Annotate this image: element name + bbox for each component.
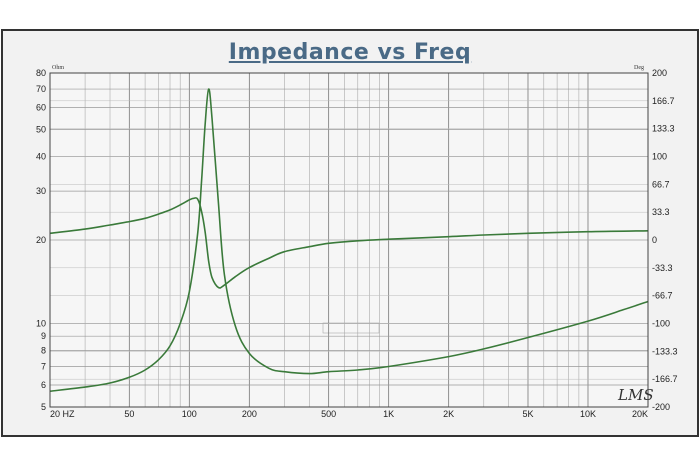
y-right-tick-label: -33.3 <box>652 263 673 273</box>
y-right-tick-label: 200 <box>652 68 667 78</box>
series-layer <box>49 88 649 392</box>
lms-watermark: LMS <box>617 386 654 404</box>
x-tick-label: 500 <box>321 409 336 419</box>
x-tick-label: 1K <box>383 409 394 419</box>
x-tick-label: 5K <box>522 409 533 419</box>
y-left-tick-label: 9 <box>41 331 46 341</box>
y-left-tick-label: 8 <box>41 345 46 355</box>
x-tick-label: 20 HZ <box>50 409 75 419</box>
y-right-tick-label: -166.7 <box>652 374 678 384</box>
legend-placeholder <box>322 322 380 334</box>
y-left-tick-label: 30 <box>36 186 46 196</box>
grid-lines <box>50 73 648 407</box>
y-left-tick-label: 20 <box>36 235 46 245</box>
y-right-tick-label: 33.3 <box>652 207 670 217</box>
right-axis-unit: Deg <box>634 65 644 71</box>
y-left-tick-label: 10 <box>36 319 46 329</box>
chart-title: Impedance vs Freq <box>228 40 472 65</box>
y-left-tick-label: 50 <box>36 125 46 135</box>
x-tick-label: 100 <box>182 409 197 419</box>
phase-curve <box>49 197 649 289</box>
impedance-curve <box>49 88 649 392</box>
y-left-tick-label: 40 <box>36 152 46 162</box>
x-tick-label: 50 <box>124 409 134 419</box>
plot-border <box>49 72 649 408</box>
y-left-tick-label: 7 <box>41 361 46 371</box>
x-tick-label: 2K <box>443 409 454 419</box>
y-left-tick-label: 60 <box>36 103 46 113</box>
x-tick-label: 20K <box>632 409 648 419</box>
left-axis-unit: Ohm <box>52 65 64 71</box>
y-left-tick-label: 5 <box>41 402 46 412</box>
y-right-tick-label: -200 <box>652 402 670 412</box>
tick-labels: 20 HZ 50 100 200 500 1K 2K 5K 10K 20K567891020304… <box>36 68 678 419</box>
y-right-tick-label: -66.7 <box>652 291 673 301</box>
x-tick-label: 10K <box>580 409 596 419</box>
y-right-tick-label: -133.3 <box>652 346 678 356</box>
y-right-tick-label: 0 <box>652 235 657 245</box>
y-right-tick-label: 133.3 <box>652 124 675 134</box>
y-right-tick-label: -100 <box>652 319 670 329</box>
y-left-tick-label: 70 <box>36 84 46 94</box>
y-right-tick-label: 100 <box>652 152 667 162</box>
y-left-tick-label: 6 <box>41 380 46 390</box>
x-tick-label: 200 <box>242 409 257 419</box>
y-right-tick-label: 66.7 <box>652 179 670 189</box>
y-left-tick-label: 80 <box>36 68 46 78</box>
y-right-tick-label: 166.7 <box>652 96 675 106</box>
